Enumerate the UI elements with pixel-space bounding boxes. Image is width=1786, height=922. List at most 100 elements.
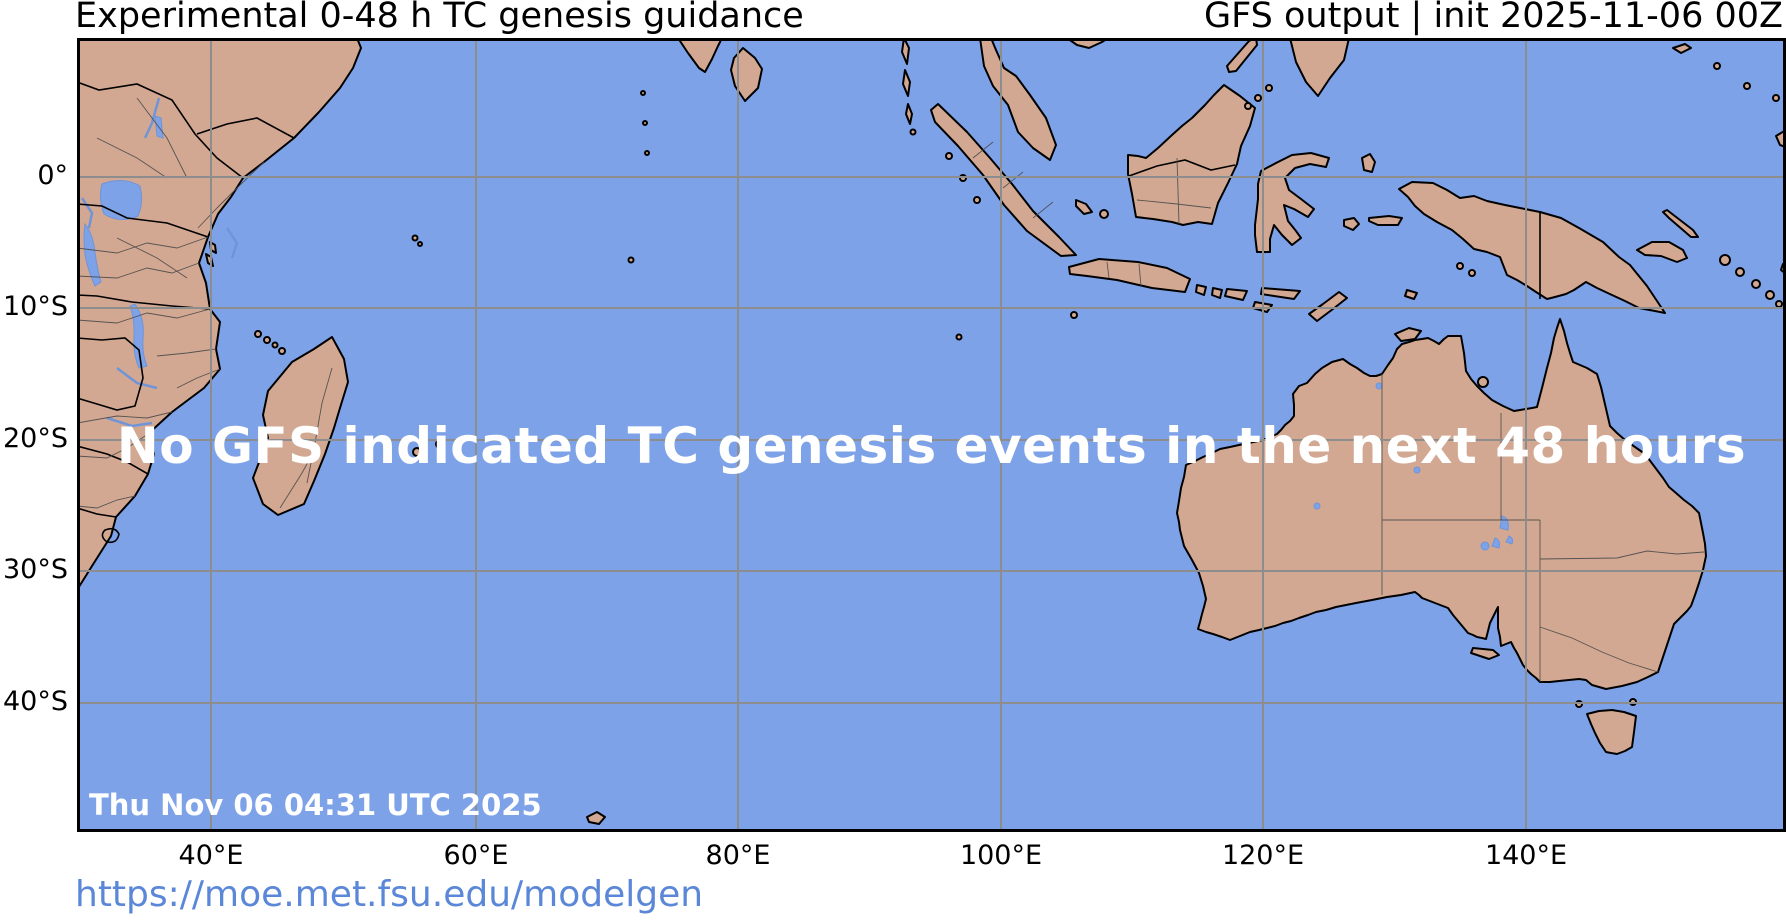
path-map-shape [902,69,911,97]
malay-peninsula [979,38,1057,161]
circle-map-shape [627,256,635,264]
path-map-shape [905,103,913,125]
path-map-shape [77,507,117,518]
circle-map-shape [640,90,646,96]
path-map-shape [96,137,168,179]
circle-map-shape [1244,102,1252,110]
circle-map-shape [1468,269,1476,277]
lake-victoria [99,180,143,220]
footer-url-link[interactable]: https://moe.met.fsu.edu/modelgen [75,874,704,915]
path-map-shape [116,367,158,390]
path-map-shape [77,337,144,411]
circle-map-shape [1765,290,1775,300]
path-map-shape [1636,241,1688,263]
path-map-shape [176,368,221,389]
path-map-shape [306,367,333,484]
circle-map-shape [271,341,279,349]
tasmania-island [1586,709,1637,755]
circle-map-shape [1735,267,1745,277]
circle-map-shape [278,347,286,355]
path-map-shape [1672,43,1692,54]
mindanao-island [1289,38,1350,97]
lake-tanganyika [83,222,102,287]
map-panel: No GFS indicated TC genesis events in th… [77,38,1786,832]
australia-landmass [1176,318,1707,690]
kerguelen-island [586,811,606,825]
circle-map-shape [1713,62,1721,70]
circle-map-shape [1480,541,1490,551]
lat-label-0: 0° [37,160,68,191]
path-map-shape [1368,215,1403,226]
path-map-shape [197,161,265,229]
circle-map-shape [412,447,422,457]
path-map-shape [77,445,149,475]
circle-map-shape [254,330,262,338]
path-map-shape [1106,261,1110,279]
path-map-shape [972,141,994,159]
circle-map-shape [642,120,648,126]
lakes [83,115,1514,551]
path-map-shape [77,411,173,424]
path-map-shape [1470,647,1500,660]
circle-map-shape [1265,84,1273,92]
path-map-shape [77,81,244,179]
path-map-shape [1505,535,1514,545]
circle-map-shape [955,333,963,341]
path-map-shape [143,97,161,139]
path-map-shape [1260,287,1301,300]
path-map-shape [101,527,120,544]
circle-map-shape [1751,279,1761,289]
map-svg [77,38,1786,832]
circle-map-shape [1375,382,1383,390]
path-map-shape [156,348,217,357]
path-map-shape [1499,515,1509,531]
path-map-shape [77,495,136,509]
circle-map-shape [1743,82,1751,90]
circle-map-shape [1099,209,1109,219]
path-map-shape [901,38,910,65]
path-map-shape [1662,209,1699,238]
path-map-shape [1128,159,1236,177]
circle-map-shape [909,128,917,136]
lon-label-60e: 60°E [443,840,509,871]
lake-malawi [129,303,148,369]
path-map-shape [1224,288,1248,301]
path-map-shape [116,237,188,279]
path-map-shape [80,197,94,229]
map-frame [77,38,1786,832]
lon-label-40e: 40°E [178,840,244,871]
path-map-shape [1211,287,1223,299]
lat-label-40s: 40°S [3,686,68,717]
path-map-shape [77,236,209,254]
path-map-shape [77,203,209,238]
path-map-shape [1394,327,1422,342]
path-map-shape [1002,171,1024,189]
path-map-shape [1539,626,1659,673]
path-map-shape [106,416,153,428]
gridlines [77,38,1786,832]
circle-map-shape [1413,466,1421,474]
path-map-shape [225,227,239,259]
path-map-shape [77,308,211,324]
path-map-shape [77,262,200,279]
circle-map-shape [263,336,271,344]
circle-map-shape [973,196,981,204]
path-map-shape [1032,201,1054,219]
circle-map-shape [945,152,953,160]
lon-label-80e: 80°E [705,840,771,871]
lon-label-120e: 120°E [1221,840,1305,871]
timor-island [1308,291,1348,322]
circle-map-shape [1775,300,1783,308]
lon-label-100e: 100°E [959,840,1043,871]
sumatra-island [930,103,1077,257]
path-map-shape [1195,284,1207,296]
borneo-island [1127,84,1256,226]
path-map-shape [136,97,188,179]
circle-map-shape [1477,376,1489,388]
path-map-shape [1138,263,1142,287]
circle-map-shape [644,150,650,156]
valid-timestamp: Thu Nov 06 04:31 UTC 2025 [89,788,542,822]
new-guinea-landmass [1398,181,1666,314]
circle-map-shape [1254,94,1262,102]
model-init-label: GFS output | init 2025-11-06 00Z [1204,0,1783,36]
